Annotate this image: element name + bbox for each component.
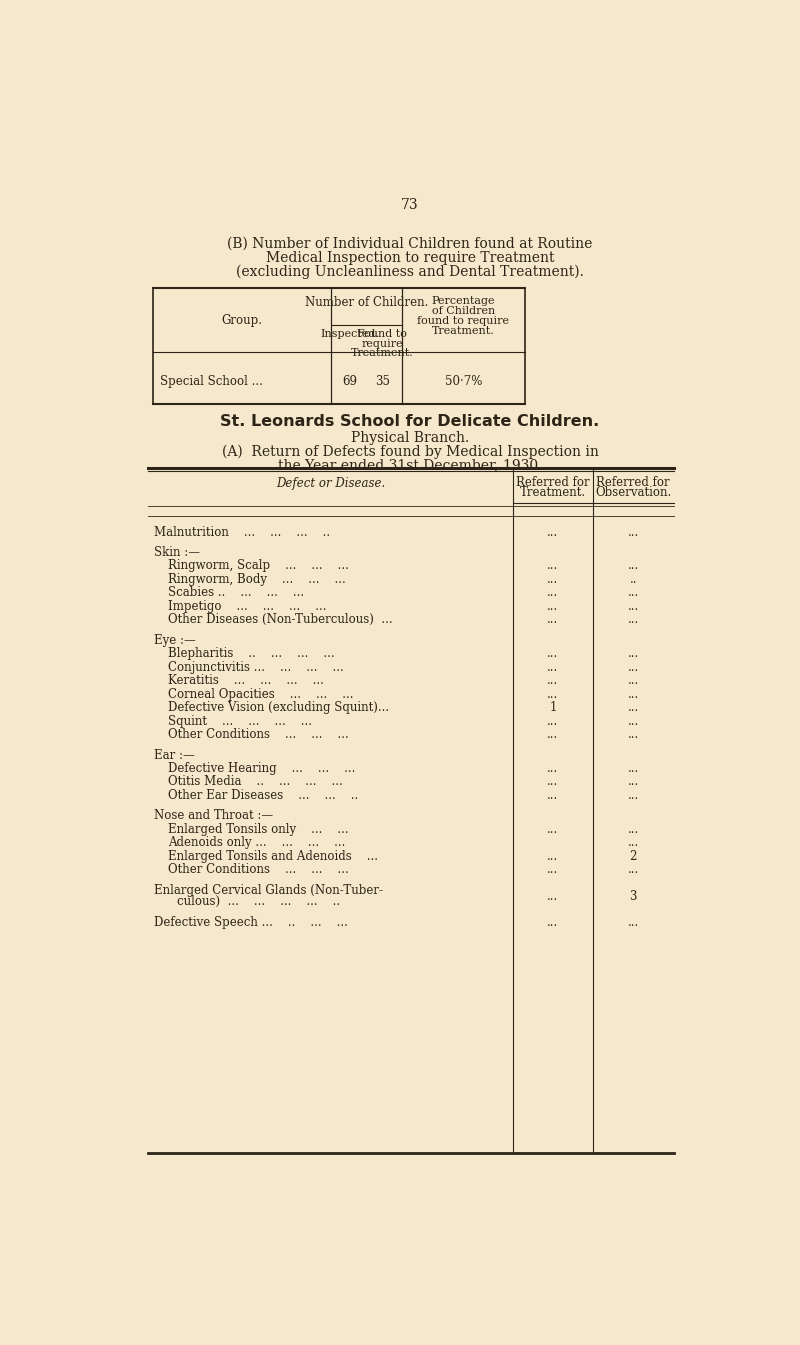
Text: ...: ...	[547, 776, 558, 788]
Text: ...: ...	[547, 763, 558, 775]
Text: 1: 1	[550, 701, 557, 714]
Text: Defective Hearing    ...    ...    ...: Defective Hearing ... ... ...	[168, 763, 355, 775]
Text: Nose and Throat :—: Nose and Throat :—	[154, 810, 274, 822]
Text: ...: ...	[627, 674, 639, 687]
Text: Other Diseases (Non-Tuberculous)  ...: Other Diseases (Non-Tuberculous) ...	[168, 613, 393, 627]
Text: ...: ...	[547, 790, 558, 802]
Text: ...: ...	[627, 728, 639, 741]
Text: ...: ...	[627, 916, 639, 929]
Text: Other Conditions    ...    ...    ...: Other Conditions ... ... ...	[168, 728, 349, 741]
Text: Otitis Media    ..    ...    ...    ...: Otitis Media .. ... ... ...	[168, 776, 343, 788]
Text: found to require: found to require	[418, 316, 510, 327]
Text: ...: ...	[547, 850, 558, 862]
Text: ...: ...	[547, 728, 558, 741]
Text: ...: ...	[627, 586, 639, 600]
Text: ...: ...	[547, 586, 558, 600]
Text: (excluding Uncleanliness and Dental Treatment).: (excluding Uncleanliness and Dental Trea…	[236, 265, 584, 278]
Text: culous)  ...    ...    ...    ...    ..: culous) ... ... ... ... ..	[162, 896, 340, 908]
Text: Conjunctivitis ...    ...    ...    ...: Conjunctivitis ... ... ... ...	[168, 660, 344, 674]
Text: 35: 35	[374, 375, 390, 389]
Text: ...: ...	[627, 560, 639, 573]
Text: Observation.: Observation.	[595, 486, 671, 499]
Text: Treatment.: Treatment.	[432, 327, 495, 336]
Text: 2: 2	[630, 850, 637, 862]
Text: Treatment.: Treatment.	[520, 486, 586, 499]
Text: Corneal Opacities    ...    ...    ...: Corneal Opacities ... ... ...	[168, 687, 354, 701]
Text: ...: ...	[627, 526, 639, 538]
Text: Malnutrition    ...    ...    ...    ..: Malnutrition ... ... ... ..	[154, 526, 330, 538]
Text: Referred for: Referred for	[516, 476, 590, 488]
Text: ...: ...	[547, 560, 558, 573]
Text: ...: ...	[627, 776, 639, 788]
Text: Found to: Found to	[358, 330, 407, 339]
Text: Defective Vision (excluding Squint)...: Defective Vision (excluding Squint)...	[168, 701, 390, 714]
Text: ...: ...	[547, 916, 558, 929]
Text: Special School ...: Special School ...	[161, 375, 263, 389]
Text: Percentage: Percentage	[432, 296, 495, 307]
Text: require: require	[362, 339, 403, 348]
Text: Other Conditions    ...    ...    ...: Other Conditions ... ... ...	[168, 863, 349, 876]
Text: Physical Branch.: Physical Branch.	[351, 430, 469, 445]
Text: ...: ...	[627, 714, 639, 728]
Text: ...: ...	[547, 613, 558, 627]
Text: ...: ...	[627, 790, 639, 802]
Text: Ringworm, Body    ...    ...    ...: Ringworm, Body ... ... ...	[168, 573, 346, 586]
Text: (B) Number of Individual Children found at Routine: (B) Number of Individual Children found …	[227, 237, 593, 252]
Text: Ear :—: Ear :—	[154, 749, 195, 761]
Text: Skin :—: Skin :—	[154, 546, 200, 560]
Text: Blepharitis    ..    ...    ...    ...: Blepharitis .. ... ... ...	[168, 647, 335, 660]
Text: Scabies ..    ...    ...    ...: Scabies .. ... ... ...	[168, 586, 304, 600]
Text: ...: ...	[547, 647, 558, 660]
Text: ...: ...	[627, 701, 639, 714]
Text: the Year ended 31st December, 1930.: the Year ended 31st December, 1930.	[278, 459, 542, 472]
Text: ...: ...	[627, 837, 639, 849]
Text: ...: ...	[627, 647, 639, 660]
Text: ...: ...	[547, 526, 558, 538]
Text: St. Leonards School for Delicate Children.: St. Leonards School for Delicate Childre…	[220, 414, 600, 429]
Text: ..: ..	[630, 573, 637, 586]
Text: 3: 3	[630, 890, 637, 904]
Text: Enlarged Cervical Glands (Non-Tuber-: Enlarged Cervical Glands (Non-Tuber-	[154, 884, 383, 897]
Text: of Children: of Children	[432, 307, 495, 316]
Text: 50·7%: 50·7%	[445, 375, 482, 389]
Text: (A)  Return of Defects found by Medical Inspection in: (A) Return of Defects found by Medical I…	[222, 445, 598, 459]
Text: ...: ...	[547, 714, 558, 728]
Text: Ringworm, Scalp    ...    ...    ...: Ringworm, Scalp ... ... ...	[168, 560, 349, 573]
Text: ...: ...	[627, 660, 639, 674]
Text: Squint    ...    ...    ...    ...: Squint ... ... ... ...	[168, 714, 312, 728]
Text: Group.: Group.	[222, 315, 262, 327]
Text: Defective Speech ...    ..    ...    ...: Defective Speech ... .. ... ...	[154, 916, 348, 929]
Text: Impetigo    ...    ...    ...    ...: Impetigo ... ... ... ...	[168, 600, 326, 613]
Text: ...: ...	[547, 600, 558, 613]
Text: ...: ...	[547, 674, 558, 687]
Text: Eye :—: Eye :—	[154, 633, 196, 647]
Text: ...: ...	[627, 687, 639, 701]
Text: Other Ear Diseases    ...    ...    ..: Other Ear Diseases ... ... ..	[168, 790, 358, 802]
Text: ...: ...	[627, 823, 639, 835]
Text: Treatment.: Treatment.	[351, 348, 414, 358]
Text: Medical Inspection to require Treatment: Medical Inspection to require Treatment	[266, 250, 554, 265]
Text: ...: ...	[547, 573, 558, 586]
Text: 73: 73	[401, 198, 419, 213]
Text: ...: ...	[627, 863, 639, 876]
Text: ...: ...	[547, 823, 558, 835]
Text: Keratitis    ...    ...    ...    ...: Keratitis ... ... ... ...	[168, 674, 324, 687]
Text: Number of Children.: Number of Children.	[305, 296, 428, 309]
Text: Enlarged Tonsils only    ...    ...: Enlarged Tonsils only ... ...	[168, 823, 349, 835]
Text: Defect or Disease.: Defect or Disease.	[276, 477, 385, 490]
Text: ...: ...	[547, 890, 558, 904]
Text: ...: ...	[627, 600, 639, 613]
Text: ...: ...	[547, 863, 558, 876]
Text: Referred for: Referred for	[596, 476, 670, 488]
Text: Enlarged Tonsils and Adenoids    ...: Enlarged Tonsils and Adenoids ...	[168, 850, 378, 862]
Text: ...: ...	[627, 763, 639, 775]
Text: 69: 69	[342, 375, 358, 389]
Text: ...: ...	[547, 687, 558, 701]
Text: Inspected.: Inspected.	[321, 330, 380, 339]
Text: ...: ...	[627, 613, 639, 627]
Text: ...: ...	[547, 660, 558, 674]
Text: Adenoids only ...    ...    ...    ...: Adenoids only ... ... ... ...	[168, 837, 346, 849]
